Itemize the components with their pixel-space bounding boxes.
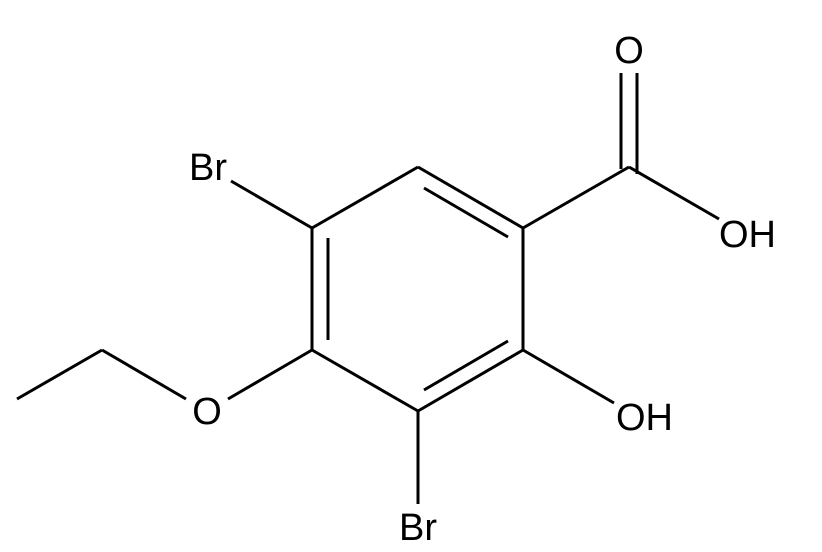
bond-c7-o9 — [629, 167, 719, 219]
molecule-diagram: O OH OH Br O Br — [0, 0, 822, 552]
atom-o8: O — [614, 30, 644, 72]
atom-o10: OH — [616, 397, 673, 439]
atom-o12: O — [192, 391, 222, 433]
bond-c5-c6 — [312, 167, 418, 228]
bond-c6-c1 — [418, 167, 523, 228]
bond-c2-c3 — [418, 350, 523, 411]
bond-o12-c13 — [102, 350, 186, 399]
atom-br15: Br — [189, 147, 227, 189]
atom-br11: Br — [399, 507, 437, 549]
bond-c2-o10 — [523, 350, 614, 403]
atom-o9: OH — [719, 214, 776, 256]
bond-c1-c7 — [523, 167, 629, 228]
bond-c3-c4 — [312, 350, 418, 411]
bond-c5-br15 — [231, 181, 312, 228]
bond-c13-c14 — [17, 350, 102, 399]
bond-c4-o12 — [228, 350, 312, 399]
